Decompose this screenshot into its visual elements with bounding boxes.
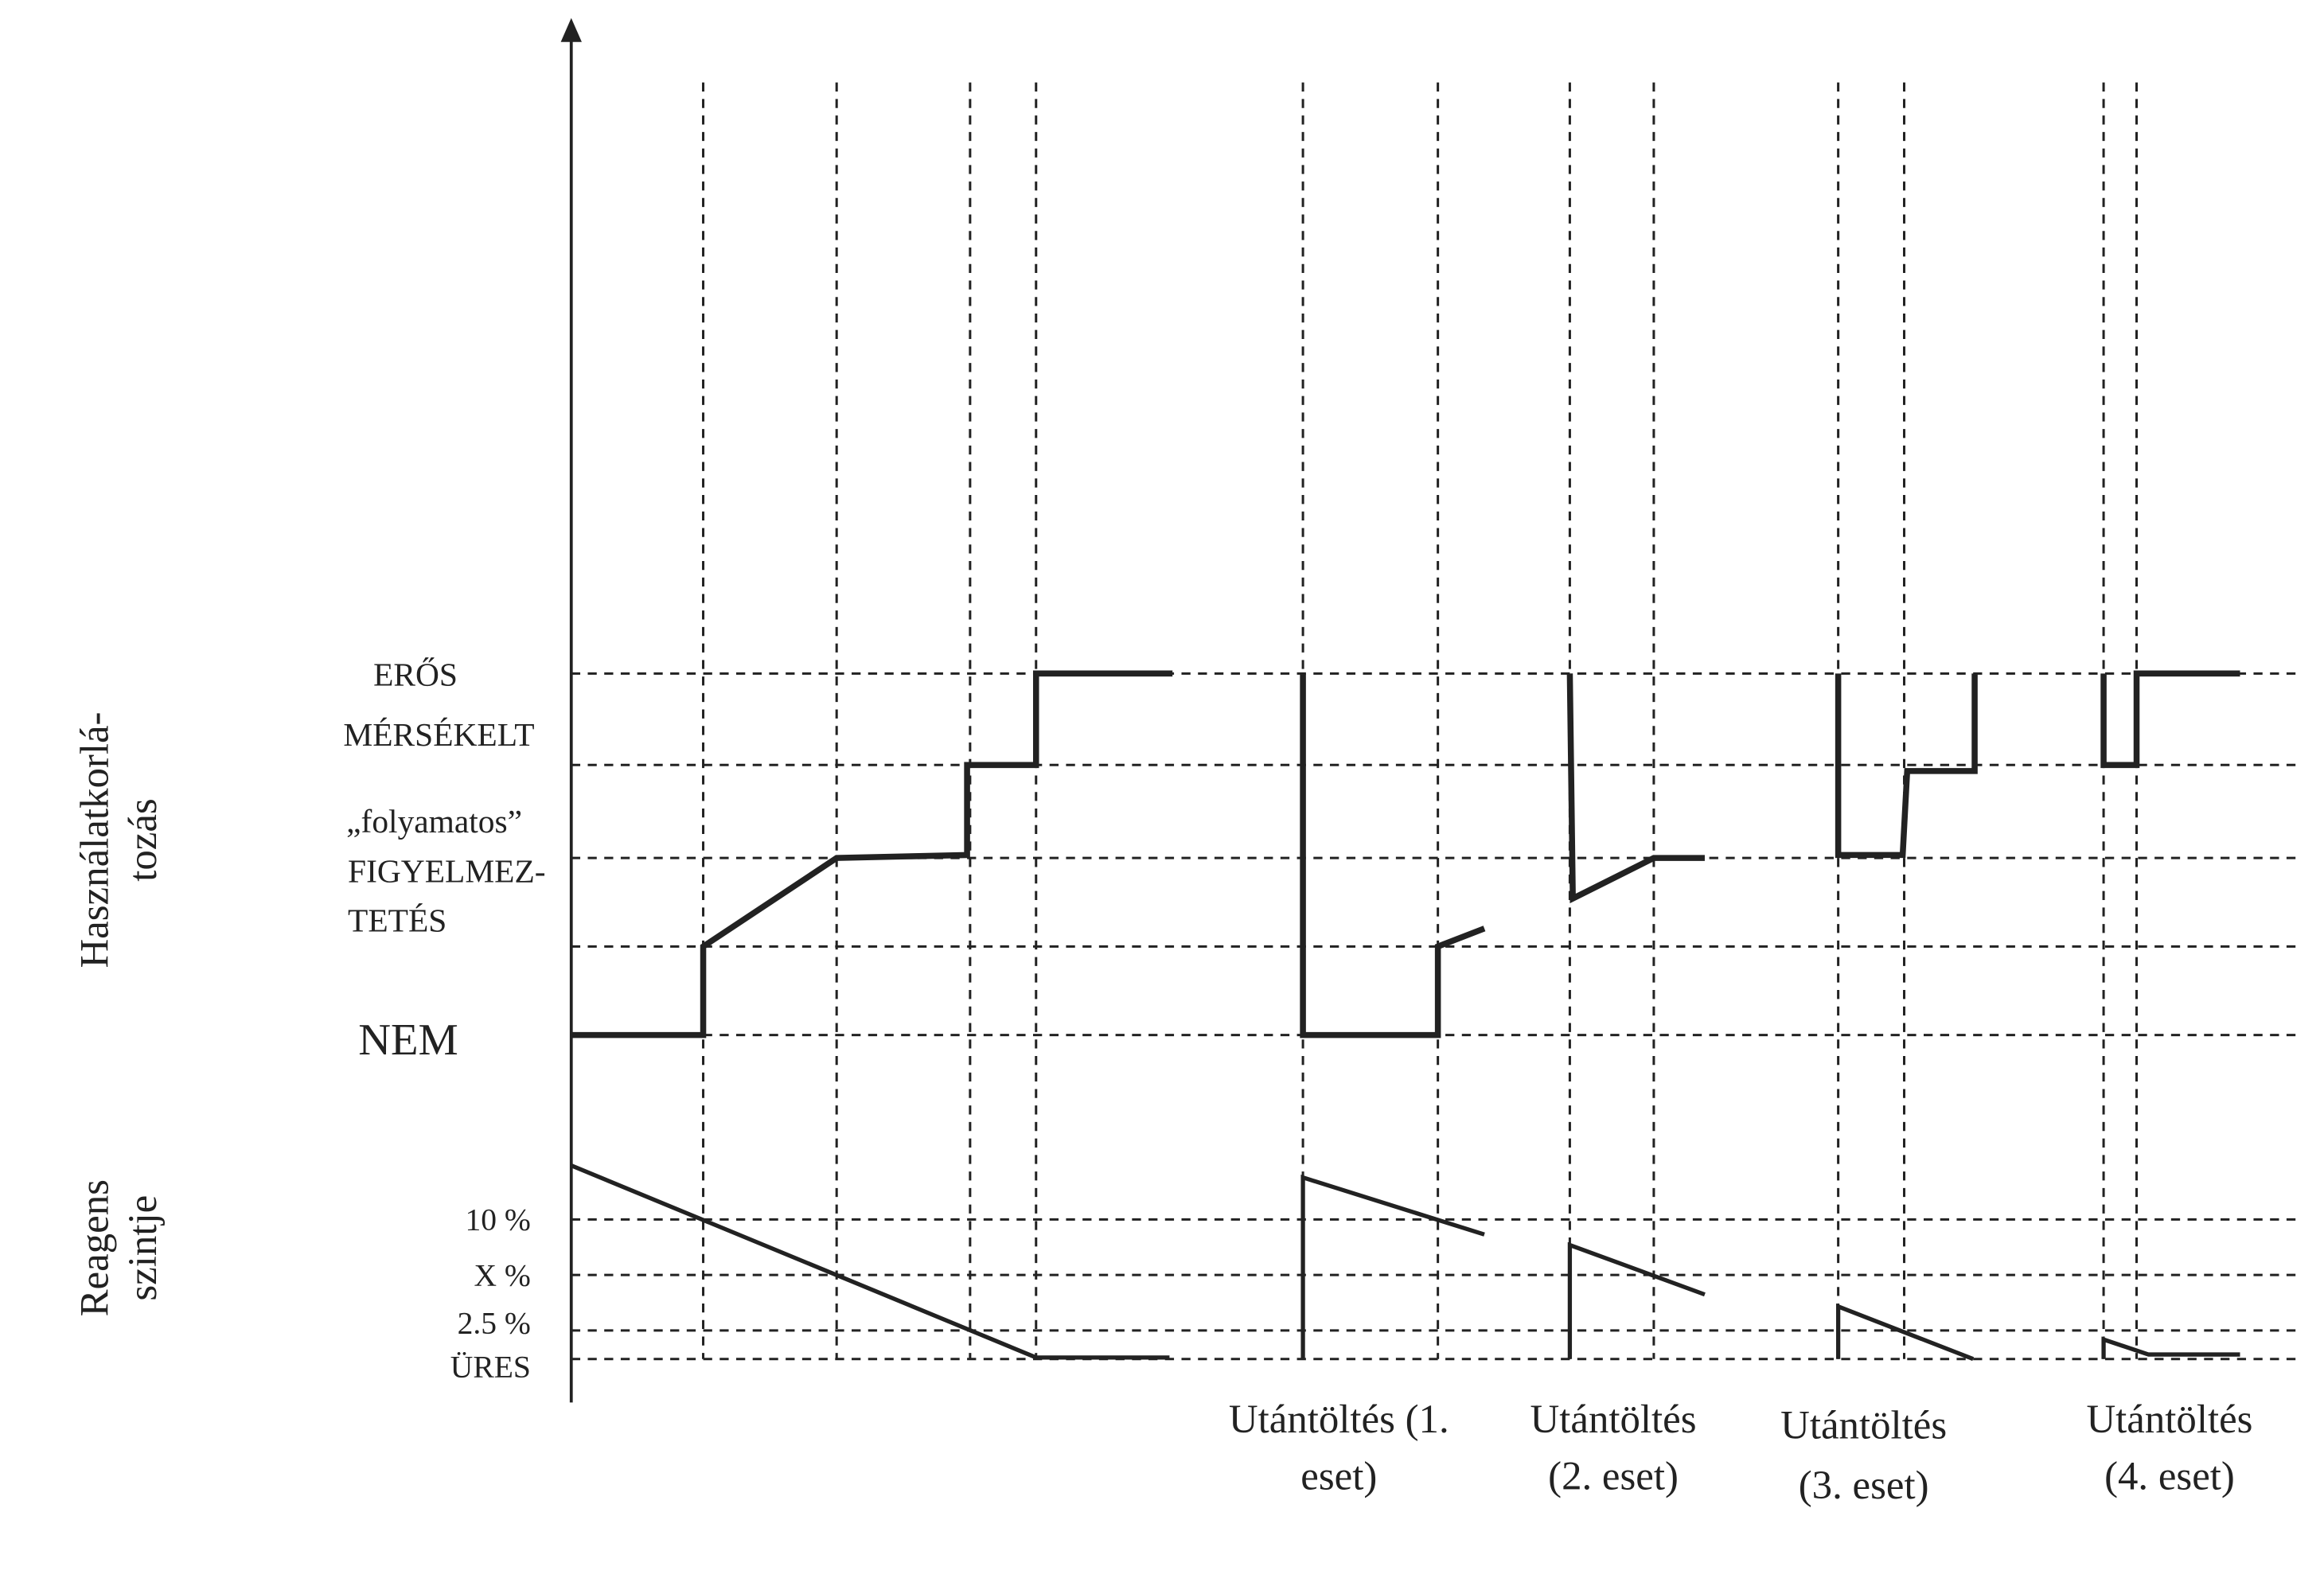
level-label: MÉRSÉKELT: [343, 716, 534, 753]
refill-label: (2. eset): [1548, 1455, 1679, 1499]
reagent-case4: [2101, 1336, 2240, 1359]
level-label: NEM: [358, 1015, 458, 1065]
refill-labels: Utántöltés (1. eset) Utántöltés (2. eset…: [1229, 1397, 2253, 1508]
level-label: 10 %: [465, 1202, 530, 1237]
level-label: TETÉS: [348, 902, 446, 939]
level-label: FIGYELMEZ-: [348, 852, 546, 889]
reagent-case2: [1567, 1241, 1706, 1359]
reagent-case3: [1835, 1303, 1975, 1362]
axis-titles: Használatkorlá- tozás Reagens szintje: [73, 712, 166, 1317]
refill-label: eset): [1300, 1455, 1377, 1499]
level-label: X %: [474, 1257, 530, 1292]
reagent-curves: [570, 1163, 2240, 1362]
usage-case3: [1835, 673, 1978, 859]
refill-label: Utántöltés: [1530, 1397, 1697, 1442]
refill-label: Utántöltés (1.: [1229, 1397, 1449, 1442]
grid: [571, 82, 2302, 1361]
usage-curves: [571, 670, 2240, 1039]
level-label: ERŐS: [373, 656, 458, 692]
dashed-v: [702, 82, 2139, 1359]
refill-label: Utántöltés: [2086, 1397, 2252, 1442]
level-label: „folyamatos”: [346, 803, 522, 840]
refill-label: Utántöltés: [1780, 1404, 1947, 1448]
usage-case2: [1566, 673, 1705, 904]
axis-arrow: [560, 18, 582, 42]
reagent-line: [570, 1163, 1170, 1360]
axis-title: Reagens: [73, 1179, 118, 1316]
level-label: 2.5 %: [458, 1306, 531, 1341]
axis-title: Használatkorlá-: [73, 712, 118, 968]
reagent-case1: [1300, 1175, 1485, 1359]
usage-levels: ERŐS MÉRSÉKELT „folyamatos” FIGYELMEZ- T…: [343, 656, 545, 1065]
axis-title: szintje: [121, 1195, 166, 1301]
level-label: ÜRES: [450, 1349, 531, 1384]
axis-title: tozás: [121, 798, 166, 882]
usage-case4: [2100, 670, 2240, 769]
reagent-levels: 10 % X % 2.5 % ÜRES: [450, 1202, 531, 1385]
refill-label: (4. eset): [2104, 1455, 2235, 1499]
usage-case1: [1300, 673, 1486, 1039]
usage-line: [571, 670, 1173, 1039]
refill-label: (3. eset): [1799, 1463, 1929, 1508]
